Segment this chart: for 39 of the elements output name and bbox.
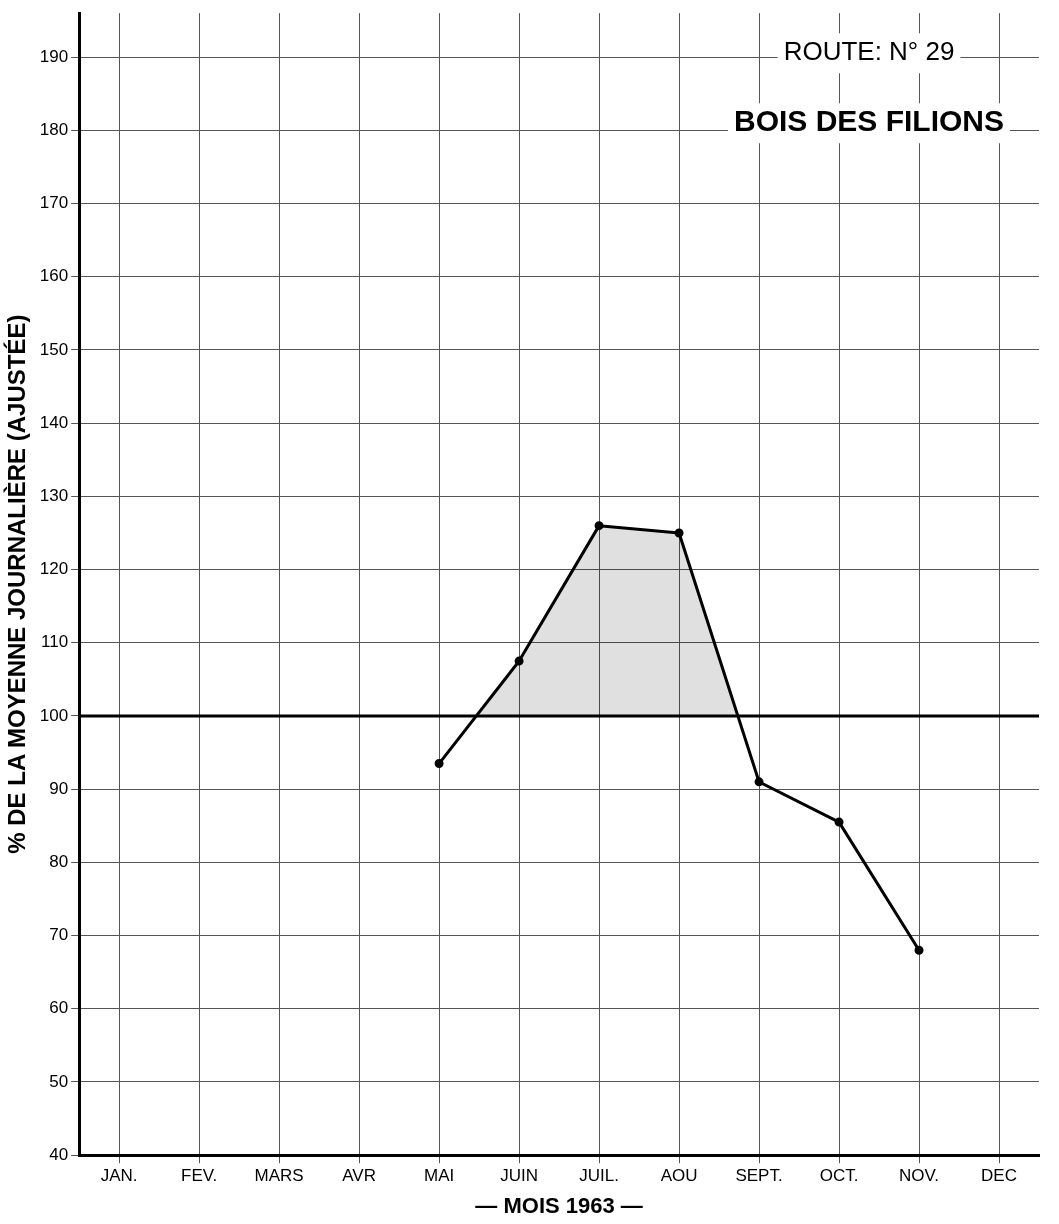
x-tick-label: AVR (342, 1166, 376, 1186)
y-tick-label: 50 (49, 1071, 69, 1091)
y-tick-label: 90 (49, 778, 69, 798)
x-tick-label: FEV. (181, 1166, 218, 1186)
y-tick-label: 80 (49, 852, 69, 872)
y-tick-label: 70 (49, 925, 69, 945)
point (754, 777, 764, 787)
x-tick-label: JAN. (100, 1166, 138, 1186)
x-tick-label: JUIN (500, 1166, 538, 1186)
x-tick-label: MAI (423, 1166, 455, 1186)
x-tick-label: OCT. (819, 1166, 859, 1186)
x-tick-label: AOU (660, 1166, 698, 1186)
y-axis-title: % DE LA MOYENNE JOURNALIÈRE (AJUSTÉE) (3, 314, 31, 854)
x-tick-label: JUIL. (579, 1166, 619, 1186)
y-tick-label: 150 (39, 339, 69, 359)
point (594, 521, 604, 531)
point (434, 759, 444, 769)
y-tick-label: 130 (39, 486, 69, 506)
point (834, 817, 844, 827)
x-tick-label: SEPT. (735, 1166, 783, 1186)
y-tick-label: 160 (39, 266, 69, 286)
y-tick-label: 60 (49, 998, 69, 1018)
point (514, 656, 524, 666)
y-tick-label: 120 (39, 559, 69, 579)
y-tick-label: 100 (39, 705, 69, 725)
y-tick-label: 110 (41, 632, 69, 652)
x-axis-title: — MOIS 1963 — (475, 1192, 643, 1218)
x-tick-label: DEC (981, 1166, 1017, 1186)
annotation: ROUTE: N° 29 (783, 36, 955, 67)
y-tick-label: 170 (39, 193, 69, 213)
y-tick-label: 190 (39, 46, 69, 66)
annotation: BOIS DES FILIONS (733, 104, 1005, 138)
y-tick-label: 40 (49, 1144, 69, 1164)
x-tick-label: NOV. (899, 1166, 940, 1186)
y-tick-label: 140 (39, 412, 69, 432)
y-tick-label: 180 (39, 120, 69, 140)
point (914, 945, 924, 955)
x-tick-label: MARS (254, 1166, 304, 1186)
point (674, 528, 684, 538)
